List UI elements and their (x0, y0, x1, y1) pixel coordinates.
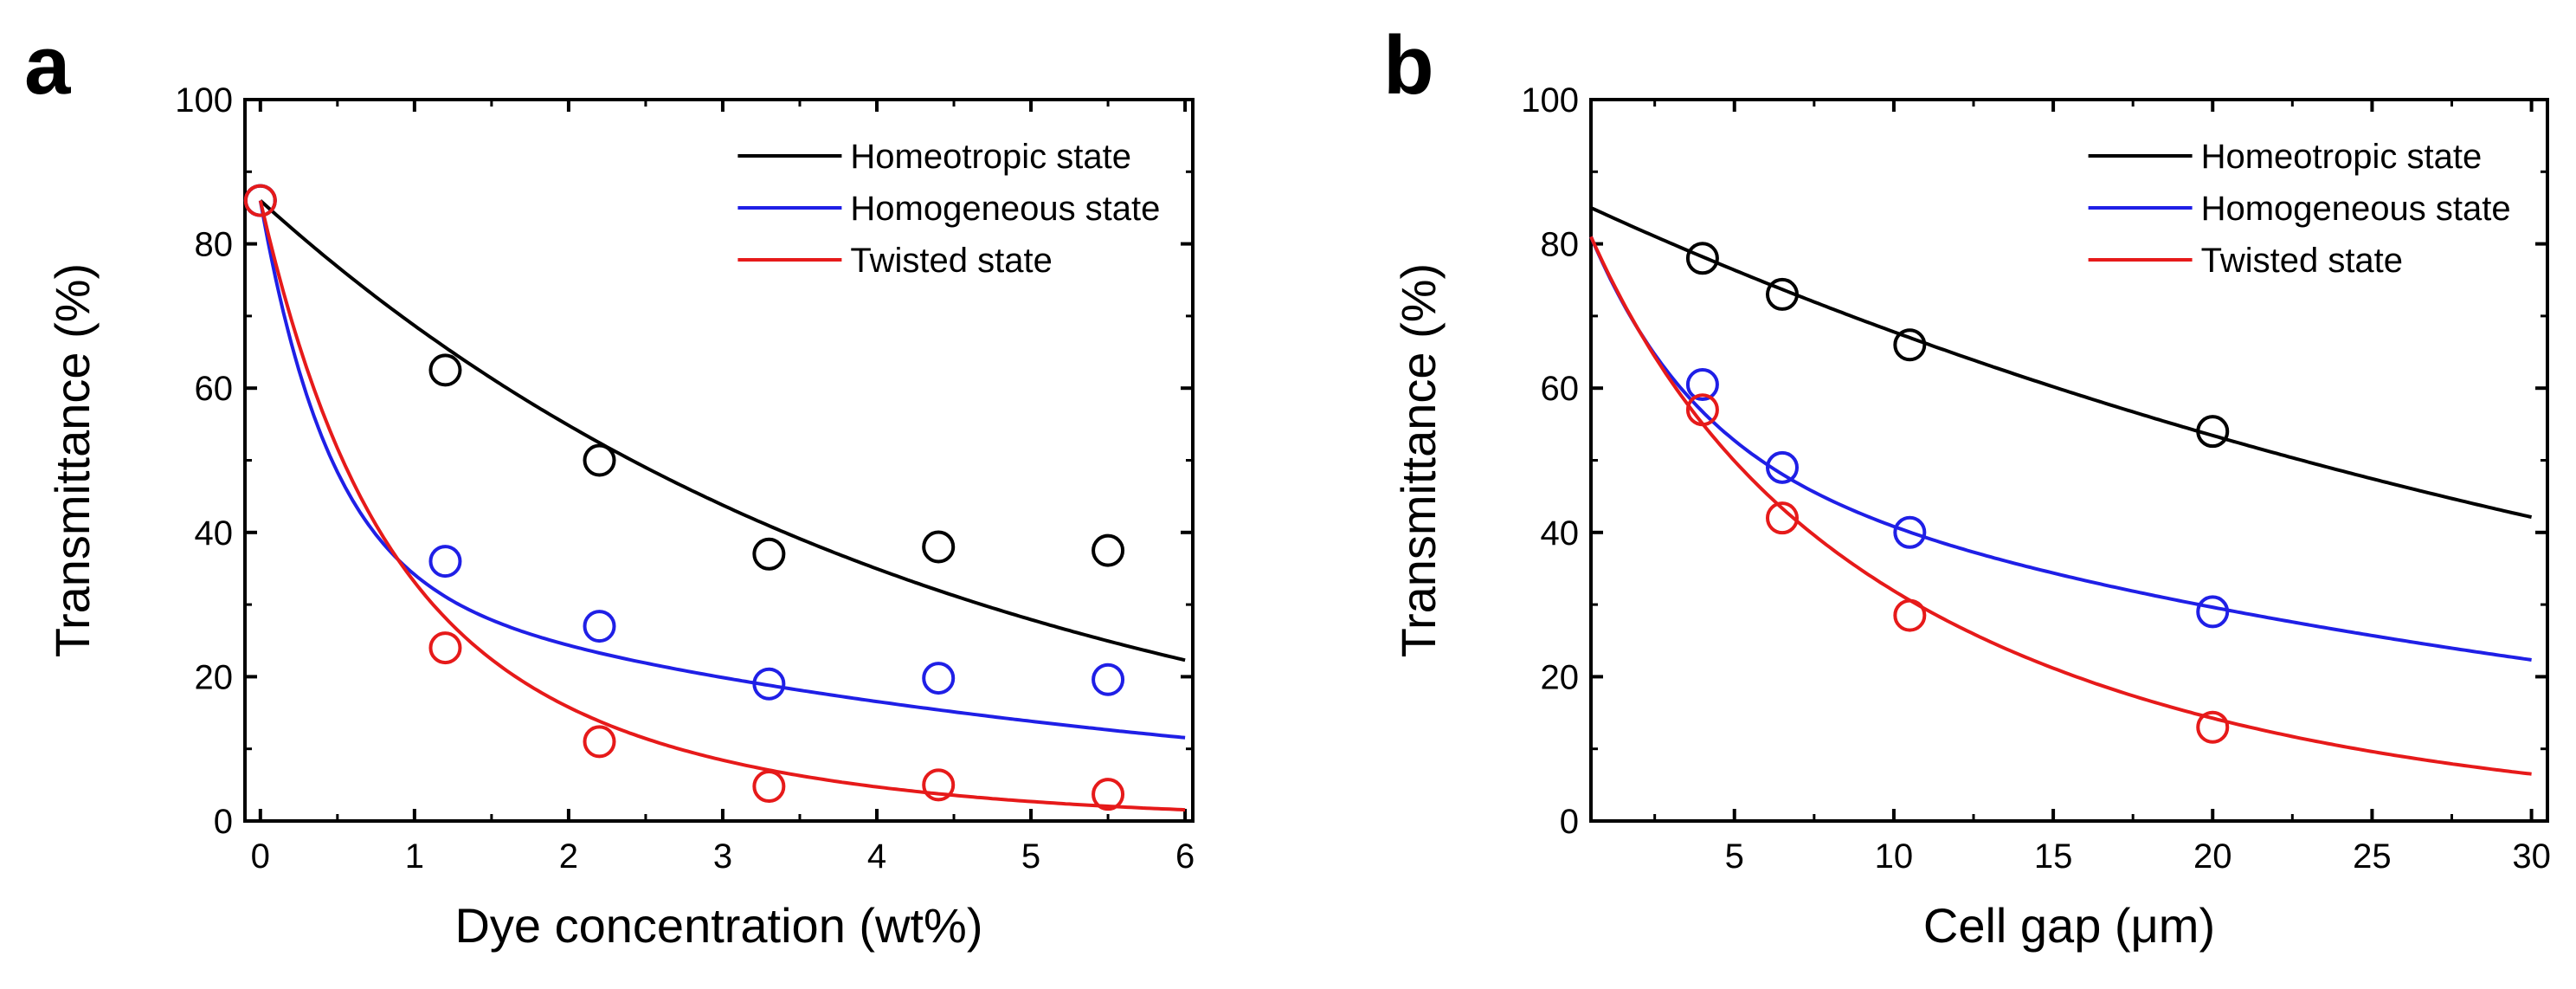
data-point-0 (1766, 277, 1799, 311)
panel-b-chart: b 5 10 15 20 25 30 0 20 40 60 80 100 Cell gap (μm) Tr… (1383, 19, 2551, 953)
data-point-0 (1685, 242, 1719, 275)
y-tick-label: 60 (195, 370, 234, 408)
data-point-1 (583, 610, 616, 643)
x-tick-label: 3 (713, 837, 732, 876)
x-tick-label: 10 (1875, 837, 1914, 876)
data-point-0 (1092, 533, 1125, 567)
fit-curve-2 (258, 200, 1186, 812)
data-point-0 (922, 530, 956, 564)
x-axis-title: Dye concentration (wt%) (454, 898, 982, 953)
legend-label-1: Homogeneous state (2201, 190, 2511, 228)
fit-curve-1 (1589, 236, 2532, 662)
legend-label-1: Homogeneous state (850, 190, 1160, 228)
y-tick-label: 40 (1541, 514, 1580, 553)
panel-b-label: b (1383, 19, 1434, 112)
y-tick-label: 20 (1541, 658, 1580, 696)
fit-curve-0 (1590, 206, 2533, 520)
data-point-2 (2196, 710, 2230, 744)
x-tick-label: 6 (1175, 837, 1195, 876)
x-tick-label: 30 (2512, 837, 2551, 876)
fit-curve-1 (258, 200, 1186, 740)
x-tick-label: 0 (251, 837, 270, 876)
data-point-2 (428, 631, 462, 665)
data-point-0 (752, 537, 786, 571)
data-point-1 (2196, 595, 2230, 629)
y-tick-label: 100 (175, 81, 233, 120)
data-point-2 (243, 184, 277, 217)
x-tick-label: 25 (2353, 837, 2392, 876)
y-tick-label: 100 (1521, 81, 1579, 120)
y-tick-label: 80 (195, 226, 234, 264)
data-point-0 (583, 443, 616, 477)
y-tick-label: 0 (1560, 803, 1579, 841)
data-point-2 (1893, 598, 1927, 632)
data-point-2 (1766, 501, 1799, 535)
y-tick-label: 60 (1541, 370, 1580, 408)
y-tick-label: 20 (195, 658, 234, 696)
data-point-0 (428, 353, 462, 387)
y-axis-title: Transmittance (%) (1391, 263, 1446, 657)
x-tick-label: 1 (405, 837, 424, 876)
data-point-1 (752, 667, 786, 701)
y-axis-title: Transmittance (%) (45, 263, 100, 657)
y-tick-label: 40 (195, 514, 234, 553)
x-tick-label: 15 (2034, 837, 2073, 876)
fit-curve-2 (1589, 236, 2532, 776)
data-point-2 (1685, 393, 1719, 427)
legend-label-0: Homeotropic state (850, 138, 1131, 176)
data-point-1 (428, 545, 462, 579)
x-tick-label: 20 (2193, 837, 2232, 876)
legend-label-2: Twisted state (850, 242, 1052, 280)
y-tick-label: 0 (214, 803, 233, 841)
data-point-0 (2196, 415, 2230, 449)
data-point-1 (1766, 450, 1799, 484)
x-tick-label: 5 (1021, 837, 1040, 876)
data-point-2 (752, 770, 786, 804)
data-point-0 (1893, 328, 1927, 362)
data-point-1 (922, 662, 956, 695)
data-point-2 (922, 768, 956, 802)
x-tick-label: 2 (559, 837, 578, 876)
y-tick-label: 80 (1541, 226, 1580, 264)
legend-label-2: Twisted state (2201, 242, 2403, 280)
data-point-1 (1893, 515, 1927, 549)
panel-a-label: a (24, 19, 71, 112)
x-tick-label: 4 (867, 837, 886, 876)
data-point-1 (1092, 663, 1125, 696)
data-point-2 (1092, 778, 1125, 811)
legend-label-0: Homeotropic state (2201, 138, 2483, 176)
data-point-2 (583, 725, 616, 759)
data-point-1 (1685, 368, 1719, 402)
x-tick-label: 5 (1725, 837, 1744, 876)
x-axis-title: Cell gap (μm) (1923, 898, 2215, 953)
fit-curve-0 (259, 199, 1186, 663)
